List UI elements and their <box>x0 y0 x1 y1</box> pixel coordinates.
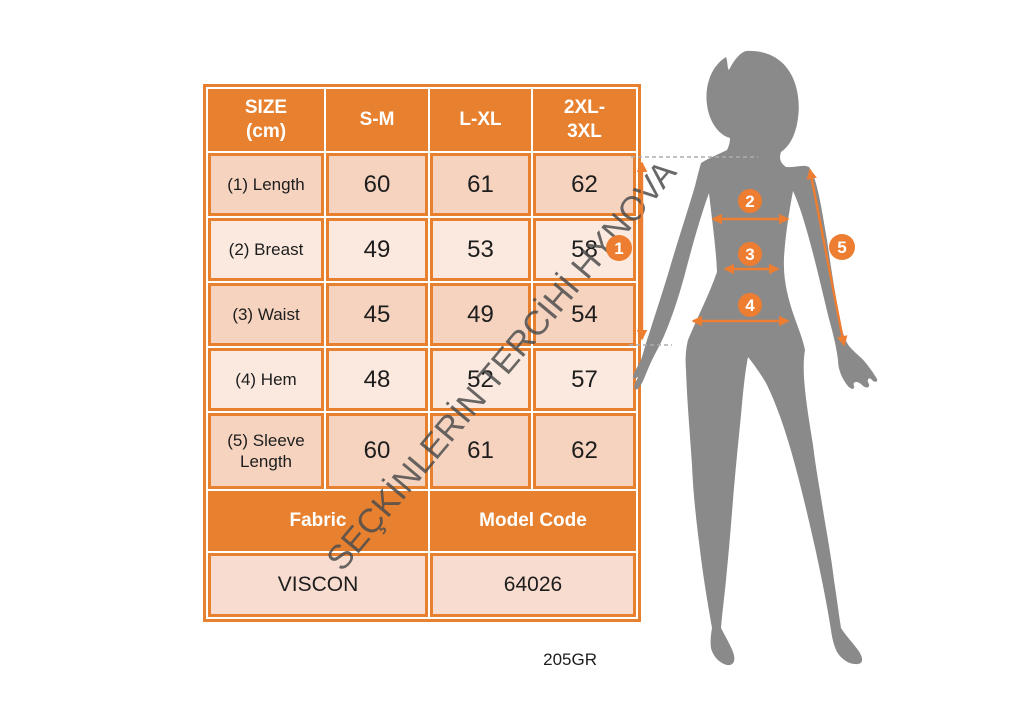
breast-value-sm: 49 <box>326 218 428 281</box>
length-value-sm: 60 <box>326 153 428 216</box>
waist-value-sm: 45 <box>326 283 428 346</box>
fabric-value: VISCON <box>208 553 428 617</box>
waist-value-2xl: 54 <box>533 283 636 346</box>
svg-text:5: 5 <box>837 238 846 257</box>
size-row-breast: (2) Breast 49 53 58 <box>208 218 636 281</box>
breast-value-lxl: 53 <box>430 218 531 281</box>
sleeve-measure-arrow-5 <box>806 168 848 347</box>
size-table: SIZE (cm) S-M L-XL 2XL- 3XL (1) Length 6… <box>203 84 641 622</box>
header-cell-sm: S-M <box>326 89 428 151</box>
measure-badge-2-icon: 2 <box>738 189 762 213</box>
svg-text:2: 2 <box>745 192 754 211</box>
fabric-weight-note: 205GR <box>543 650 597 669</box>
sleeve-value-lxl: 61 <box>430 413 531 489</box>
hem-value-sm: 48 <box>326 348 428 411</box>
size-table-header-row: SIZE (cm) S-M L-XL 2XL- 3XL <box>208 89 636 151</box>
model-code-value: 64026 <box>430 553 636 617</box>
size-row-hem: (4) Hem 48 52 57 <box>208 348 636 411</box>
svg-text:4: 4 <box>745 296 755 315</box>
measure-badge-4-icon: 4 <box>738 293 762 317</box>
row-label-waist: (3) Waist <box>208 283 324 346</box>
row-label-length: (1) Length <box>208 153 324 216</box>
size-row-length: (1) Length 60 61 62 <box>208 153 636 216</box>
header-cell-size-unit: SIZE (cm) <box>208 89 324 151</box>
model-code-header-cell: Model Code <box>430 491 636 551</box>
row-label-hem: (4) Hem <box>208 348 324 411</box>
sleeve-value-sm: 60 <box>326 413 428 489</box>
svg-text:1: 1 <box>614 239 623 258</box>
measure-badge-3-icon: 3 <box>738 242 762 266</box>
waist-value-lxl: 49 <box>430 283 531 346</box>
female-body-silhouette <box>633 50 878 666</box>
header-cell-lxl: L-XL <box>430 89 531 151</box>
measure-badge-1-icon: 1 <box>606 235 632 261</box>
size-row-sleeve-length: (5) Sleeve Length 60 61 62 <box>208 413 636 489</box>
row-label-breast: (2) Breast <box>208 218 324 281</box>
fabric-model-value-row: VISCON 64026 <box>208 553 636 617</box>
length-value-2xl: 62 <box>533 153 636 216</box>
sleeve-value-2xl: 62 <box>533 413 636 489</box>
size-table-container: SIZE (cm) S-M L-XL 2XL- 3XL (1) Length 6… <box>203 84 641 622</box>
hem-value-lxl: 52 <box>430 348 531 411</box>
size-row-waist: (3) Waist 45 49 54 <box>208 283 636 346</box>
hem-value-2xl: 57 <box>533 348 636 411</box>
header-cell-2xl3xl: 2XL- 3XL <box>533 89 636 151</box>
measure-badge-5-icon: 5 <box>829 234 855 260</box>
size-guide-figure: 1 2 3 4 5 <box>606 50 878 666</box>
svg-text:3: 3 <box>745 245 754 264</box>
fabric-header-cell: Fabric <box>208 491 428 551</box>
length-value-lxl: 61 <box>430 153 531 216</box>
row-label-sleeve-length: (5) Sleeve Length <box>208 413 324 489</box>
fabric-model-header-row: Fabric Model Code <box>208 491 636 551</box>
